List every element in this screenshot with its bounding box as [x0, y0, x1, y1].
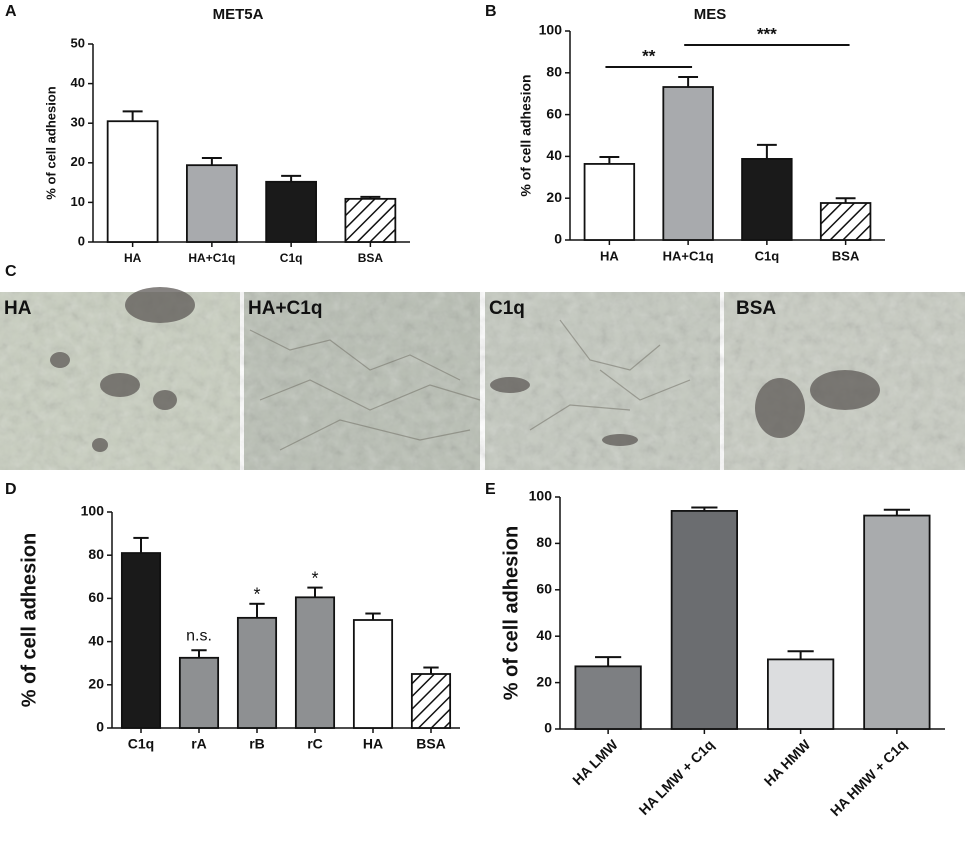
bar — [294, 596, 336, 729]
bar — [178, 656, 220, 729]
value-annotation: * — [253, 585, 260, 605]
y-tick-label: 60 — [88, 589, 104, 605]
bar — [574, 665, 642, 730]
x-tick-label: HA — [600, 248, 619, 263]
y-tick-label: 30 — [71, 115, 85, 130]
photo-label: HA — [4, 298, 32, 319]
y-tick-label: 80 — [546, 64, 562, 80]
x-tick-label: rC — [307, 736, 323, 752]
y-axis-label: % of cell adhesion — [43, 86, 58, 199]
x-tick-label: HA LMW — [569, 736, 621, 788]
bar — [120, 552, 162, 729]
significance-label: ** — [642, 46, 656, 65]
x-tick-label: BSA — [358, 251, 384, 265]
y-tick-label: 40 — [88, 632, 104, 648]
value-annotation: n.s. — [186, 627, 212, 644]
bar — [186, 164, 238, 243]
bar — [670, 510, 739, 730]
y-axis-label: % of cell adhesion — [18, 533, 40, 707]
y-tick-label: 80 — [536, 534, 552, 550]
y-tick-label: 100 — [81, 503, 105, 519]
x-tick-label: HA+C1q — [188, 251, 235, 265]
y-tick-label: 20 — [536, 673, 552, 689]
x-tick-label: C1q — [128, 736, 154, 752]
y-tick-label: 0 — [544, 720, 552, 736]
value-annotation: * — [311, 568, 318, 588]
x-tick-label: HA — [363, 736, 383, 752]
y-tick-label: 80 — [88, 546, 104, 562]
x-tick-label: HA HMW — [761, 736, 814, 789]
panel-letter: E — [485, 481, 496, 498]
y-tick-label: 20 — [88, 676, 104, 692]
y-tick-label: 40 — [546, 147, 562, 163]
photo-label: BSA — [736, 298, 776, 319]
y-tick-label: 50 — [71, 35, 85, 50]
y-tick-label: 60 — [536, 581, 552, 597]
chart-title: MES — [694, 6, 727, 23]
x-tick-label: HA — [124, 251, 142, 265]
bar — [236, 616, 278, 729]
bar — [767, 658, 835, 730]
chart-title: MET5A — [213, 6, 264, 23]
significance-label: *** — [757, 24, 777, 43]
panel-letter: D — [5, 481, 17, 498]
bar — [741, 158, 793, 241]
x-tick-label: HA LMW + C1q — [635, 736, 717, 818]
x-tick-label: rA — [191, 736, 207, 752]
cell-texture — [249, 319, 691, 451]
y-axis-label: % of cell adhesion — [518, 74, 534, 196]
x-tick-label: rB — [249, 736, 265, 752]
y-tick-label: 0 — [96, 719, 104, 735]
photo-label: C1q — [489, 298, 525, 319]
bar — [344, 197, 397, 243]
y-tick-label: 100 — [529, 488, 553, 504]
photo-panel — [0, 287, 965, 470]
y-tick-label: 100 — [539, 22, 563, 38]
cell-clusters — [50, 287, 880, 452]
y-tick-label: 60 — [546, 105, 562, 121]
y-tick-label: 20 — [71, 154, 85, 169]
x-tick-label: BSA — [416, 736, 446, 752]
bar — [352, 619, 394, 729]
photo-label: HA+C1q — [248, 298, 322, 319]
panel-letter: B — [485, 3, 497, 20]
y-tick-label: 10 — [71, 194, 85, 209]
y-tick-label: 40 — [536, 627, 552, 643]
y-tick-label: 40 — [71, 75, 85, 90]
y-tick-label: 20 — [546, 189, 562, 205]
x-tick-label: C1q — [755, 248, 780, 263]
bar — [863, 514, 931, 730]
y-tick-label: 0 — [78, 233, 85, 248]
panel-letter: C — [5, 263, 17, 280]
bar — [410, 673, 452, 729]
bar — [662, 86, 714, 241]
bar — [265, 180, 317, 243]
y-axis-label: % of cell adhesion — [500, 526, 522, 700]
panel-letter: A — [5, 3, 17, 20]
x-tick-label: HA+C1q — [663, 248, 714, 263]
y-tick-label: 0 — [554, 231, 562, 247]
x-tick-label: C1q — [280, 251, 303, 265]
bar — [106, 120, 159, 243]
x-tick-label: BSA — [832, 248, 860, 263]
bar — [583, 163, 636, 241]
x-tick-label: HA HMW + C1q — [827, 736, 910, 819]
bar — [819, 202, 872, 241]
